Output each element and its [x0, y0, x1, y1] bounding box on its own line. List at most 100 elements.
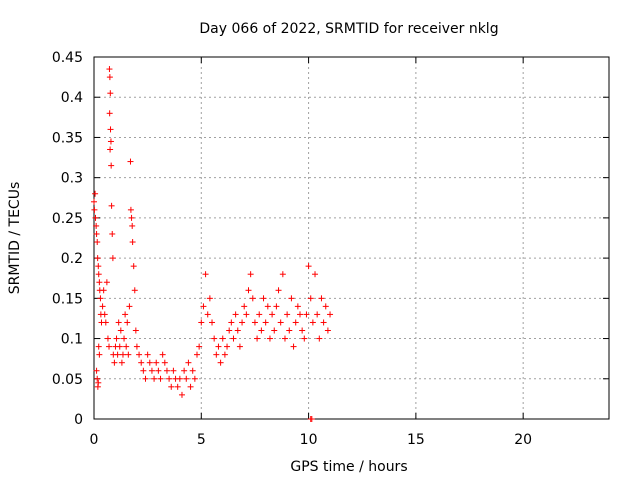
data-point	[133, 343, 140, 350]
data-point	[100, 287, 107, 294]
data-point	[249, 295, 256, 302]
data-point	[251, 319, 258, 326]
data-point	[126, 303, 133, 310]
data-point	[236, 343, 243, 350]
data-point	[213, 351, 220, 358]
data-point	[111, 359, 118, 366]
data-point	[99, 303, 106, 310]
data-point	[215, 343, 222, 350]
data-point	[191, 375, 198, 382]
data-point	[127, 158, 134, 165]
data-point	[106, 66, 113, 73]
y-tick-label: 0.25	[52, 211, 83, 227]
data-point	[211, 335, 218, 342]
data-point	[157, 375, 164, 382]
data-point	[116, 343, 123, 350]
data-point	[241, 303, 248, 310]
data-point	[151, 375, 158, 382]
data-point	[138, 359, 145, 366]
data-point	[273, 303, 280, 310]
data-point	[308, 416, 315, 422]
data-point	[198, 319, 205, 326]
y-axis: 0 0.05 0.1 0.15 0.2 0.25 0.3 0.35 0.4 0.45	[52, 50, 609, 428]
y-tick-label: 0.35	[52, 130, 83, 146]
data-point	[91, 206, 98, 213]
data-point	[161, 359, 168, 366]
data-point	[307, 295, 314, 302]
data-point	[123, 343, 130, 350]
data-point	[256, 311, 263, 318]
data-point	[232, 311, 239, 318]
data-point	[187, 383, 194, 390]
data-point	[92, 190, 99, 197]
data-point	[178, 391, 185, 398]
data-point	[204, 311, 211, 318]
y-tick-label: 0.45	[52, 50, 83, 66]
data-point	[103, 279, 110, 286]
data-point	[125, 351, 132, 358]
data-point	[96, 279, 103, 286]
data-point	[202, 271, 209, 278]
data-point	[155, 367, 162, 374]
data-point	[95, 271, 102, 278]
data-point	[124, 319, 131, 326]
data-point	[122, 311, 129, 318]
data-point	[95, 379, 102, 386]
data-point	[224, 343, 231, 350]
data-point	[128, 214, 135, 221]
data-point	[95, 343, 102, 350]
x-tick-label: 15	[407, 432, 425, 448]
data-point	[121, 335, 128, 342]
data-point	[102, 319, 109, 326]
chart-title: Day 066 of 2022, SRMTID for receiver nkl…	[199, 21, 498, 37]
data-point	[189, 367, 196, 374]
data-point	[146, 359, 153, 366]
data-point	[200, 303, 207, 310]
data-point	[109, 255, 116, 262]
data-point	[275, 287, 282, 294]
data-point	[258, 327, 265, 334]
data-point	[106, 343, 113, 350]
data-point	[148, 367, 155, 374]
data-point	[113, 335, 120, 342]
data-point	[260, 295, 267, 302]
data-point	[324, 327, 331, 334]
data-point	[136, 351, 143, 358]
data-point	[269, 311, 276, 318]
data-point	[142, 375, 149, 382]
data-point	[181, 367, 188, 374]
data-point	[176, 375, 183, 382]
data-point	[309, 319, 316, 326]
data-point	[247, 271, 254, 278]
data-point	[185, 359, 192, 366]
data-point	[254, 335, 261, 342]
data-point	[277, 319, 284, 326]
data-point	[109, 230, 116, 237]
data-point	[279, 271, 286, 278]
data-point	[266, 335, 273, 342]
data-point	[170, 367, 177, 374]
data-point	[284, 311, 291, 318]
data-point	[294, 303, 301, 310]
x-axis-label: GPS time / hours	[290, 459, 407, 475]
data-point	[94, 375, 101, 382]
data-point	[228, 319, 235, 326]
data-point	[322, 303, 329, 310]
data-point	[95, 263, 102, 270]
y-tick-label: 0.4	[61, 90, 83, 106]
y-axis-label: SRMTID / TECUs	[7, 182, 23, 295]
data-point	[209, 319, 216, 326]
data-point	[108, 202, 115, 209]
data-point	[262, 319, 269, 326]
data-point	[97, 295, 104, 302]
data-point	[301, 335, 308, 342]
data-point	[108, 162, 115, 169]
data-point	[243, 311, 250, 318]
data-point	[107, 138, 114, 145]
data-point	[153, 359, 160, 366]
data-point	[286, 327, 293, 334]
data-point	[305, 263, 312, 270]
x-axis: 0 5 10 15 20	[90, 57, 532, 448]
data-point	[94, 255, 101, 262]
